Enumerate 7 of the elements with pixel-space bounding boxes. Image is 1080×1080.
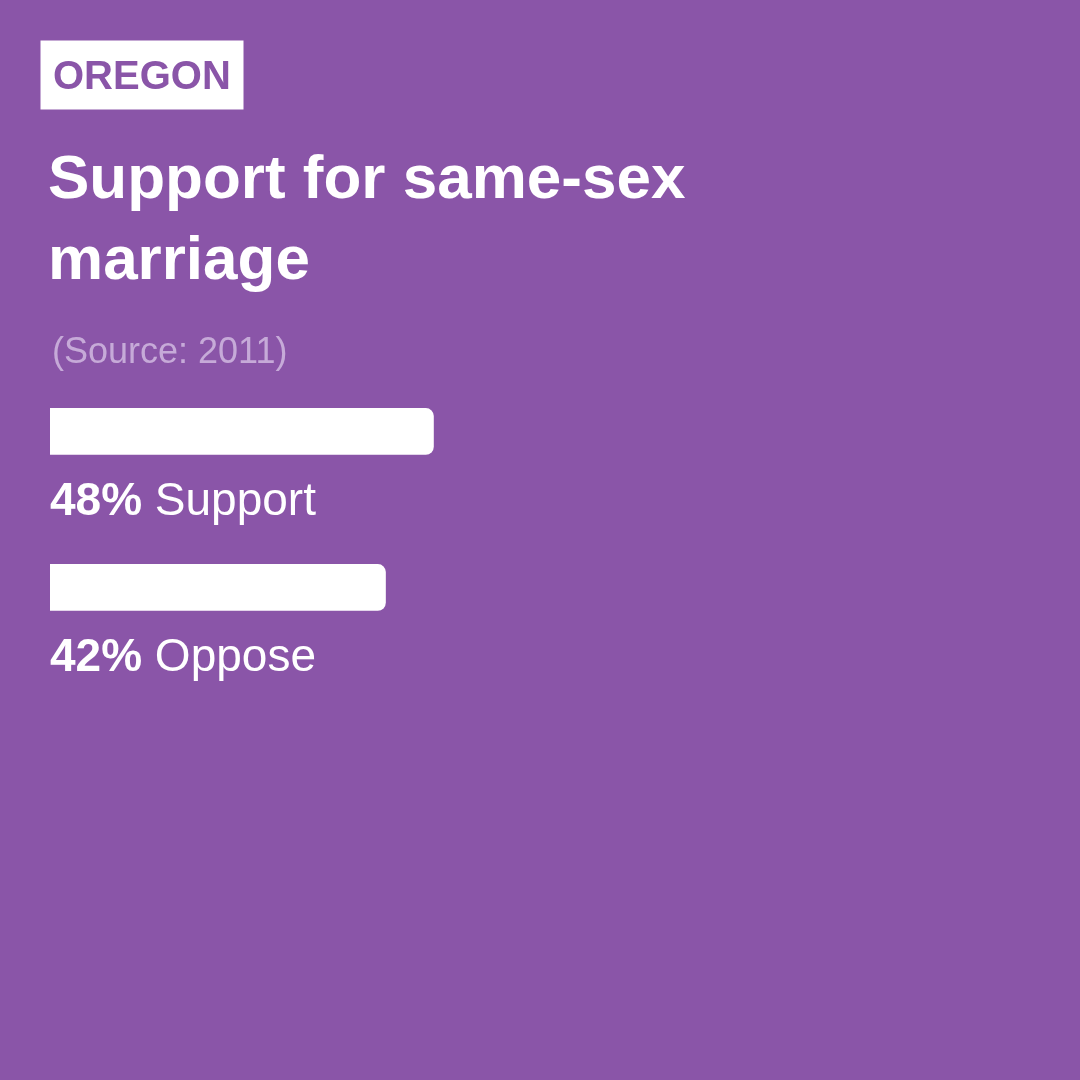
data-label: 48% [50, 473, 143, 525]
y-tick-label: Support [154, 473, 316, 525]
chart-title: Support for same-sex marriage [48, 142, 686, 292]
y-tick-label: Oppose [154, 629, 316, 681]
text: (Source: 2011) [52, 330, 288, 371]
data-label: 42% [50, 629, 143, 681]
chart-subtitle: OREGON [53, 53, 231, 97]
